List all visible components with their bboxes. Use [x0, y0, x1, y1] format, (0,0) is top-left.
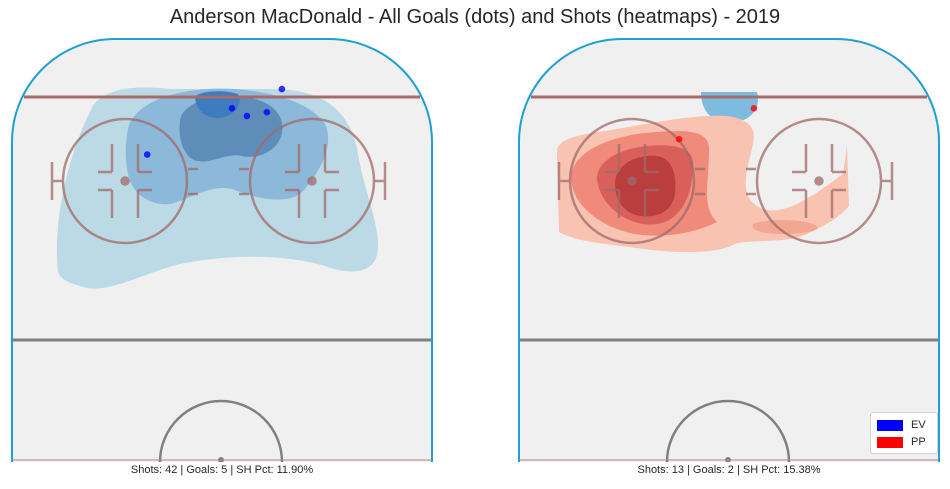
legend-swatch-pp — [877, 436, 903, 448]
goal-dot — [228, 105, 236, 112]
shot-heatmap-pp — [557, 92, 849, 253]
stats-caption-pp: Shots: 13 | Goals: 2 | SH Pct: 15.38% — [637, 464, 821, 476]
stats-caption-ev: Shots: 42 | Goals: 5 | SH Pct: 11.90% — [130, 464, 314, 476]
legend-label-pp: PP — [911, 436, 926, 448]
center-circle — [665, 399, 791, 462]
shot-heatmap-ev — [56, 87, 379, 289]
chart-title: Anderson MacDonald - All Goals (dots) an… — [169, 6, 781, 28]
faceoff-circle-right — [239, 117, 387, 245]
faceoff-circle-right — [746, 117, 894, 245]
goal-dot — [243, 112, 251, 120]
center-circle — [158, 399, 284, 462]
goal-dot — [143, 151, 151, 158]
goal-dot — [263, 108, 271, 116]
legend: EV PP — [870, 412, 938, 454]
rink-pp-svg — [517, 38, 941, 462]
rink-ev-svg — [10, 38, 434, 462]
legend-label-ev: EV — [911, 419, 926, 431]
goal-dot — [675, 135, 683, 143]
goal-dot — [750, 105, 758, 112]
goal-dot — [278, 85, 286, 93]
faceoff-circle-left — [557, 117, 705, 245]
legend-swatch-ev — [877, 419, 903, 431]
boards — [517, 38, 941, 462]
goal-dots-ev — [143, 85, 286, 158]
goal-dots-pp — [675, 105, 758, 143]
rink-panel-ev — [10, 34, 434, 462]
boards — [10, 38, 434, 462]
faceoff-circle-left — [50, 117, 198, 245]
legend-item-pp: PP — [877, 435, 926, 449]
rink-panel-pp — [517, 34, 941, 462]
legend-item-ev: EV — [877, 418, 926, 432]
